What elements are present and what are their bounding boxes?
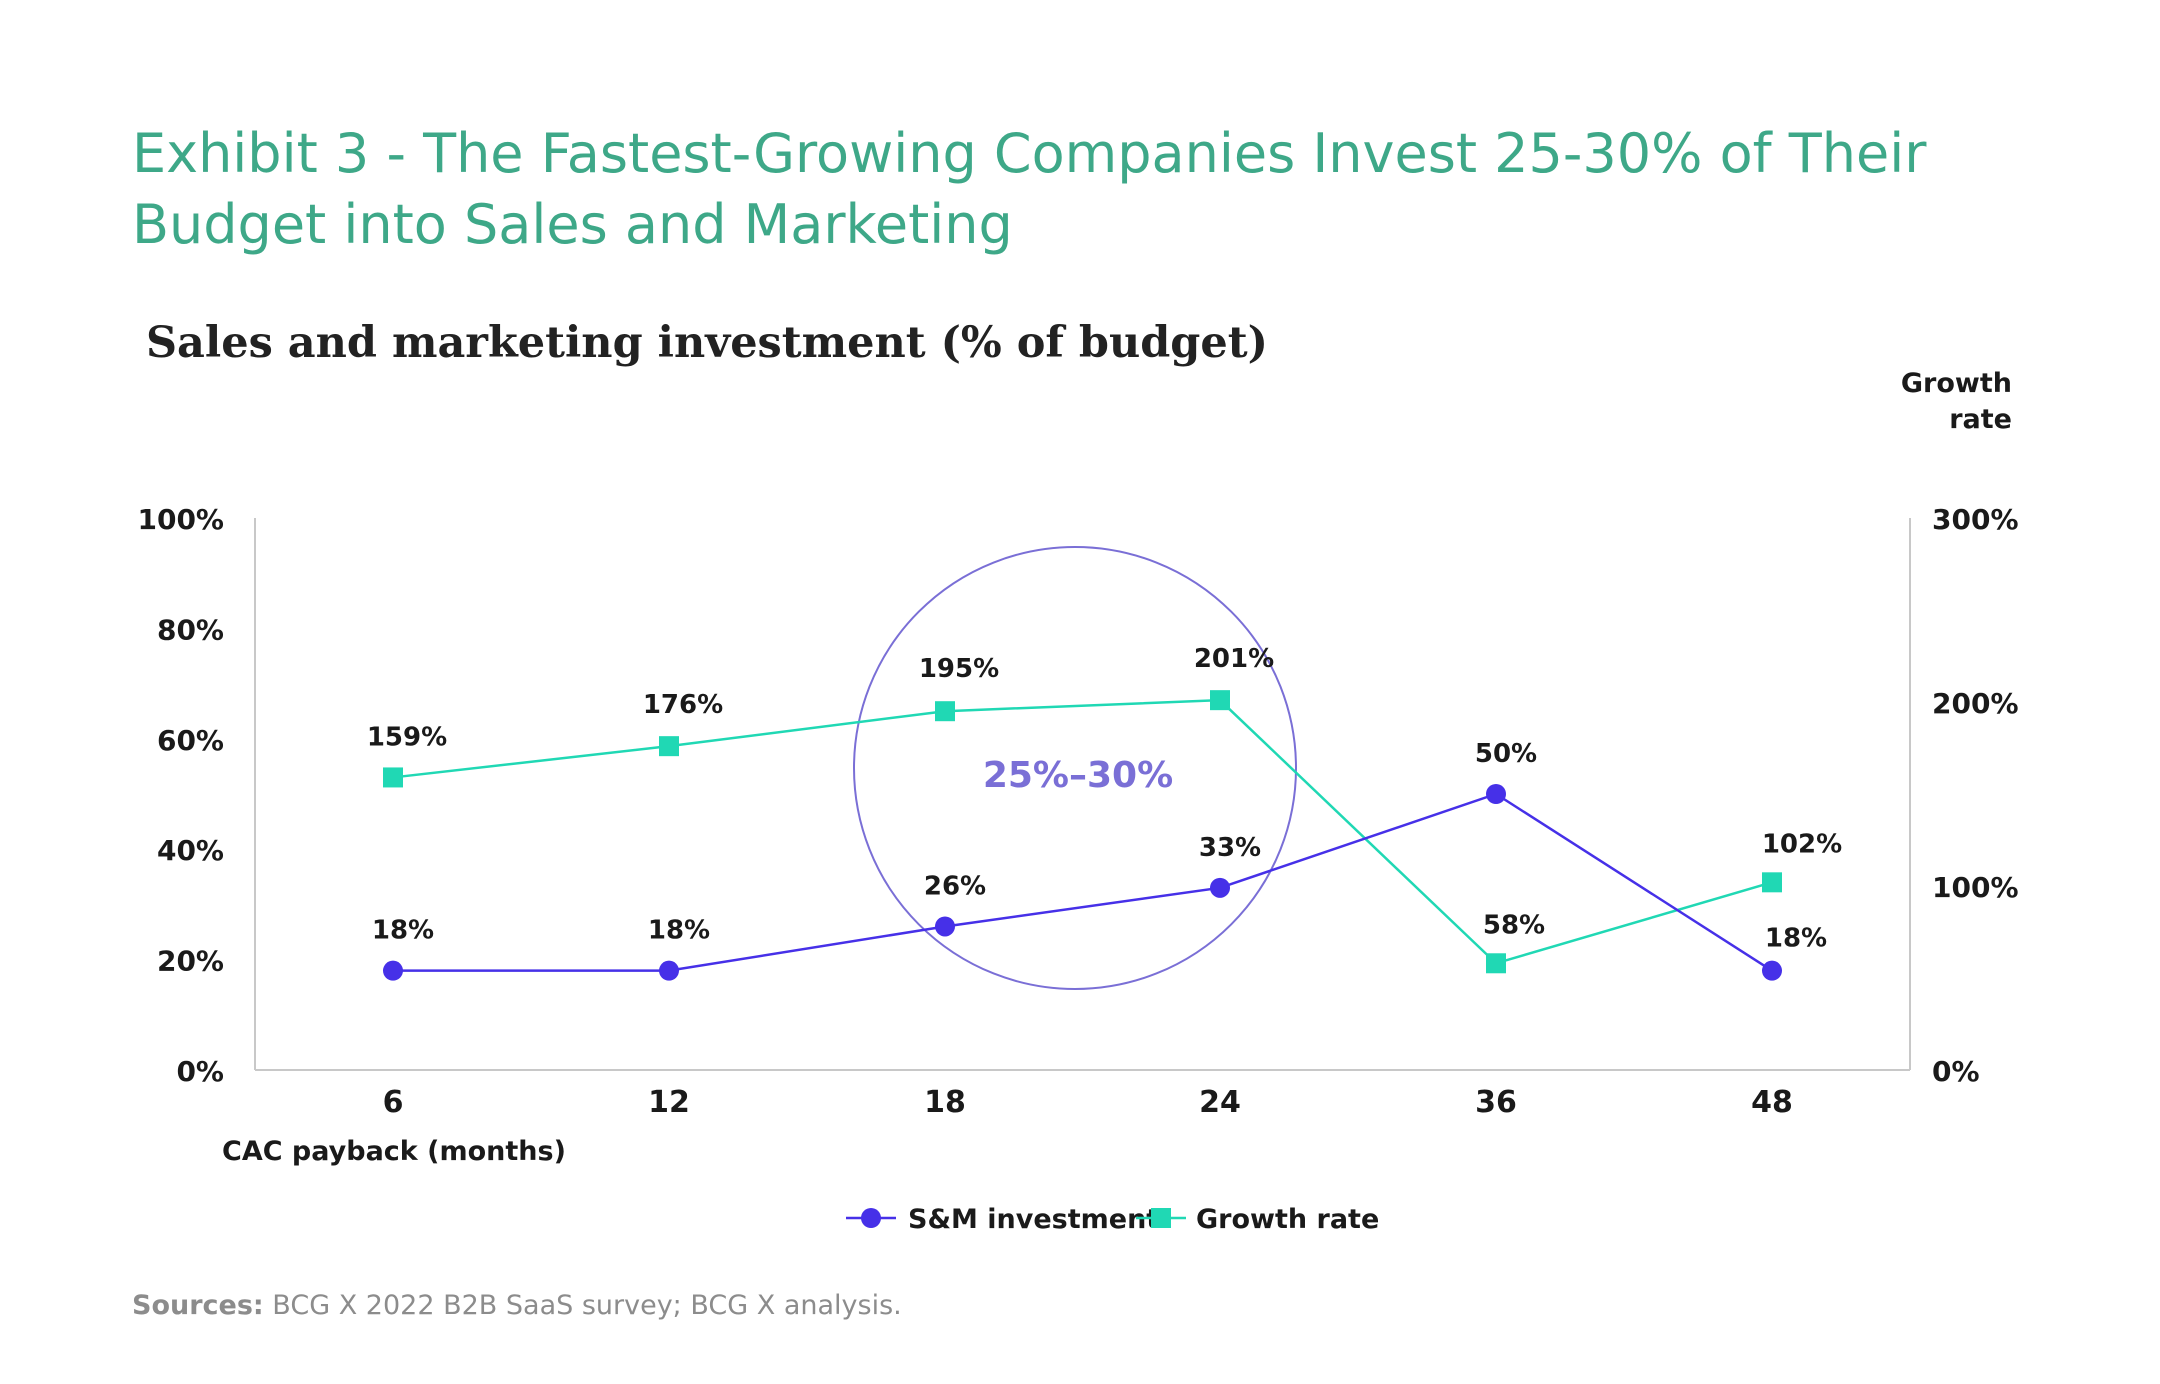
growth-rate-data-label: 176% [643,690,723,720]
x-tick-label: 6 [383,1085,404,1120]
y-tick-right-label: 100% [1932,871,2019,904]
growth-rate-data-label: 159% [367,722,447,752]
growth-rate-point [659,736,679,757]
growth-rate-point [935,701,955,722]
growth-rate-data-label: 58% [1483,910,1545,940]
highlight-label: 25%–30% [983,755,1173,796]
sm-investment-point [659,960,679,981]
legend-growth-marker [1151,1208,1171,1228]
y-tick-left-label: 0% [176,1055,224,1088]
legend-growth-label: Growth rate [1196,1204,1379,1235]
y-axis-right-title-line1: Growth [1901,368,2012,399]
growth-rate-data-label: 195% [919,654,999,684]
source-label: Sources: [132,1290,264,1321]
legend-sm-label: S&M investment [908,1204,1159,1235]
x-tick-label: 24 [1199,1085,1241,1120]
growth-rate-point [1762,872,1782,893]
growth-rate-point [383,767,403,788]
highlight-circle [853,546,1297,990]
y-tick-right-label: 0% [1932,1055,1980,1088]
source-text: BCG X 2022 B2B SaaS survey; BCG X analys… [263,1290,902,1321]
sm-investment-line [393,792,1773,972]
source-note: Sources: BCG X 2022 B2B SaaS survey; BCG… [132,1290,902,1321]
legend-sm-marker [861,1208,881,1228]
y-tick-left-label: 60% [157,724,224,757]
growth-rate-data-label: 201% [1194,644,1274,674]
growth-rate-point [1210,690,1230,711]
x-axis-title: CAC payback (months) [222,1136,566,1167]
y-tick-left-label: 40% [157,834,224,867]
sm-investment-data-label: 18% [648,916,710,946]
x-tick-label: 36 [1475,1085,1517,1120]
y-tick-left-label: 80% [157,613,224,646]
sm-investment-point [1486,784,1506,804]
exhibit-title: Exhibit 3 - The Fastest-Growing Companie… [132,122,1927,256]
sm-investment-data-label: 50% [1475,739,1537,769]
sm-investment-data-label: 18% [372,916,434,946]
x-tick-label: 48 [1751,1085,1793,1120]
y-tick-right-label: 300% [1932,503,2019,536]
sm-investment-point [383,960,403,981]
growth-rate-point [1486,953,1506,974]
sm-investment-point [935,916,955,937]
y-tick-right-label: 200% [1932,687,2019,720]
y-axis-right-title-line2: rate [1949,404,2012,435]
sm-investment-data-label: 18% [1765,924,1827,954]
y-tick-left-label: 20% [157,945,224,978]
sm-investment-point [1210,877,1230,898]
growth-rate-data-label: 102% [1762,829,1842,859]
growth-rate-line [392,698,1773,965]
x-tick-label: 18 [924,1085,966,1120]
sm-investment-data-label: 33% [1199,833,1261,863]
sm-investment-data-label: 26% [924,871,986,901]
y-tick-left-label: 100% [137,503,224,536]
chart-title: Sales and marketing investment (% of bud… [146,318,1268,368]
sm-investment-point [1762,960,1782,981]
x-tick-label: 12 [648,1085,690,1120]
